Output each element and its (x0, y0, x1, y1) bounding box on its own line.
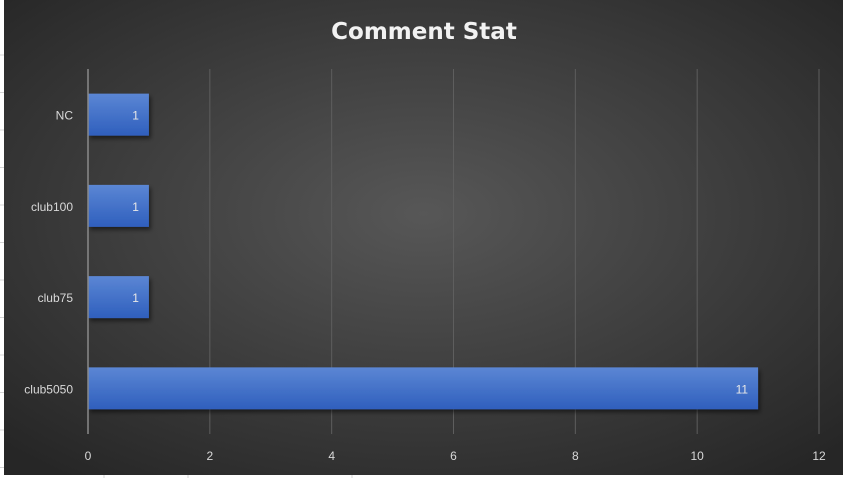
category-label: club100 (31, 200, 73, 214)
data-label: 11 (736, 382, 749, 396)
category-label: club75 (38, 291, 74, 305)
x-tick-label: 6 (450, 449, 457, 463)
bar-club75[interactable] (88, 276, 149, 319)
x-tick-label: 12 (812, 449, 826, 463)
data-label: 1 (132, 200, 139, 214)
bar-club100[interactable] (88, 184, 149, 227)
x-tick-label: 10 (690, 449, 704, 463)
category-label: club5050 (24, 382, 73, 396)
x-tick-label: 4 (328, 449, 335, 463)
category-label: NC (56, 109, 74, 123)
x-tick-label: 8 (572, 449, 579, 463)
x-tick-label: 2 (206, 449, 213, 463)
data-label: 1 (132, 109, 139, 123)
bar-NC[interactable] (88, 93, 149, 136)
data-label: 1 (132, 291, 139, 305)
chart-title: Comment Stat (331, 19, 517, 45)
bar-club5050[interactable] (88, 367, 759, 410)
x-tick-label: 0 (85, 449, 92, 463)
